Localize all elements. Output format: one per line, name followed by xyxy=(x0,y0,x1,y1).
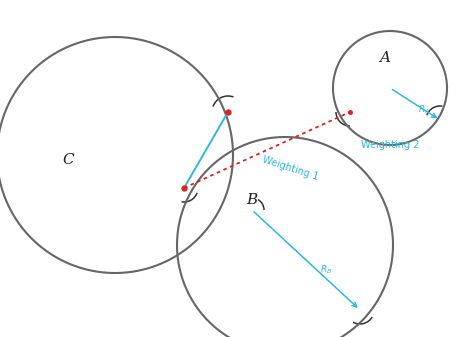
Text: Weighting 1: Weighting 1 xyxy=(261,154,319,182)
Text: Weighting 2: Weighting 2 xyxy=(361,140,419,150)
Text: C: C xyxy=(62,153,74,167)
Text: $R_A$: $R_A$ xyxy=(418,104,430,116)
Text: B: B xyxy=(246,193,258,207)
Text: $R_B$: $R_B$ xyxy=(320,264,332,276)
Text: A: A xyxy=(380,51,391,65)
